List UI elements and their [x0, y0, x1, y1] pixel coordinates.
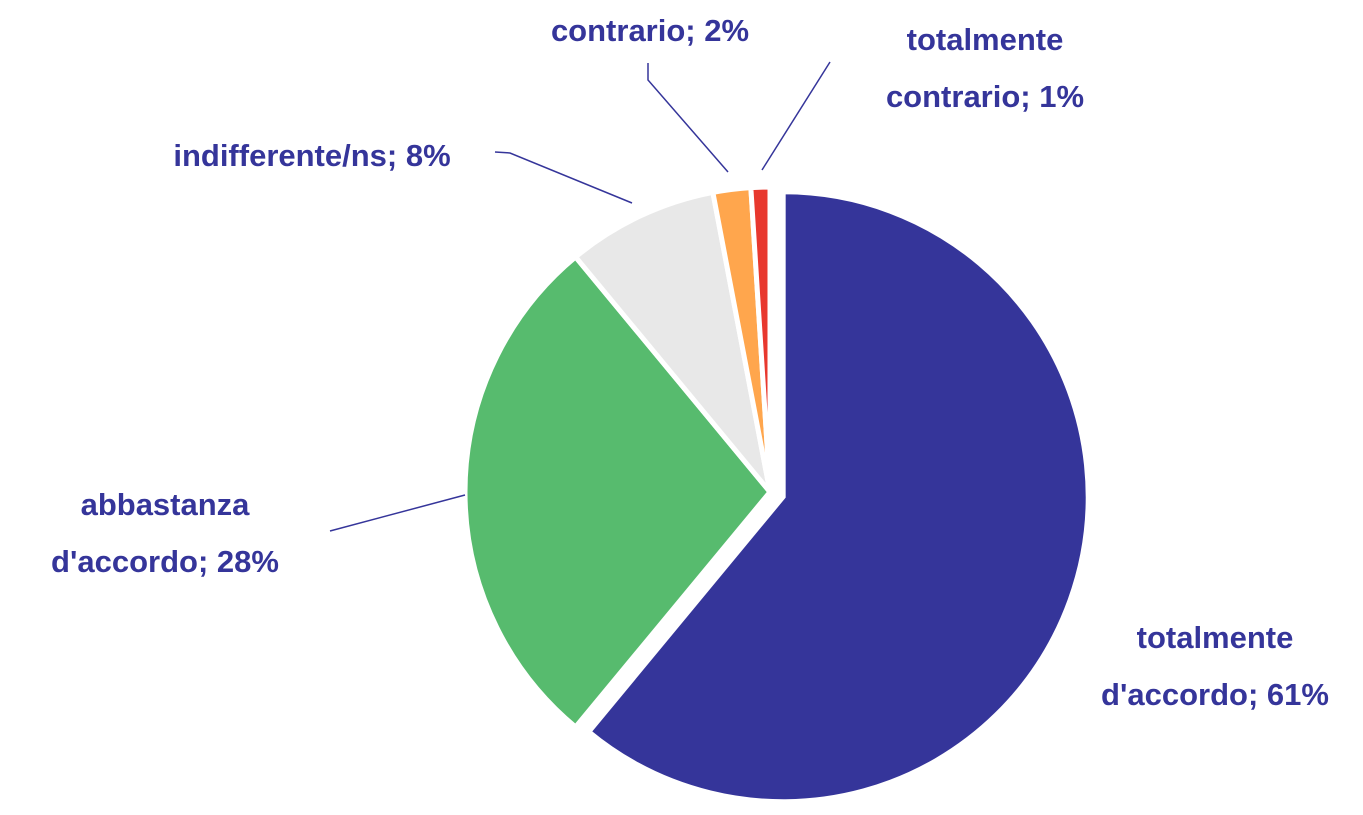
- data-label: abbastanza: [81, 487, 251, 522]
- data-label: indifferente/ns; 8%: [173, 138, 450, 173]
- leader-line: [761, 61, 831, 171]
- data-label: contrario; 1%: [886, 79, 1084, 114]
- data-label: contrario; 2%: [551, 13, 749, 48]
- data-label: totalmente: [907, 22, 1064, 57]
- data-label: d'accordo; 61%: [1101, 677, 1329, 712]
- pie-slice: [585, 189, 1091, 805]
- data-label: d'accordo; 28%: [51, 544, 279, 579]
- pie-slice: [572, 189, 773, 494]
- data-label: totalmente: [1137, 620, 1294, 655]
- leader-line: [329, 494, 466, 532]
- leader-line: [647, 63, 729, 173]
- pie-slice: [462, 253, 774, 731]
- pie-slice: [748, 184, 773, 493]
- leader-line: [494, 151, 633, 204]
